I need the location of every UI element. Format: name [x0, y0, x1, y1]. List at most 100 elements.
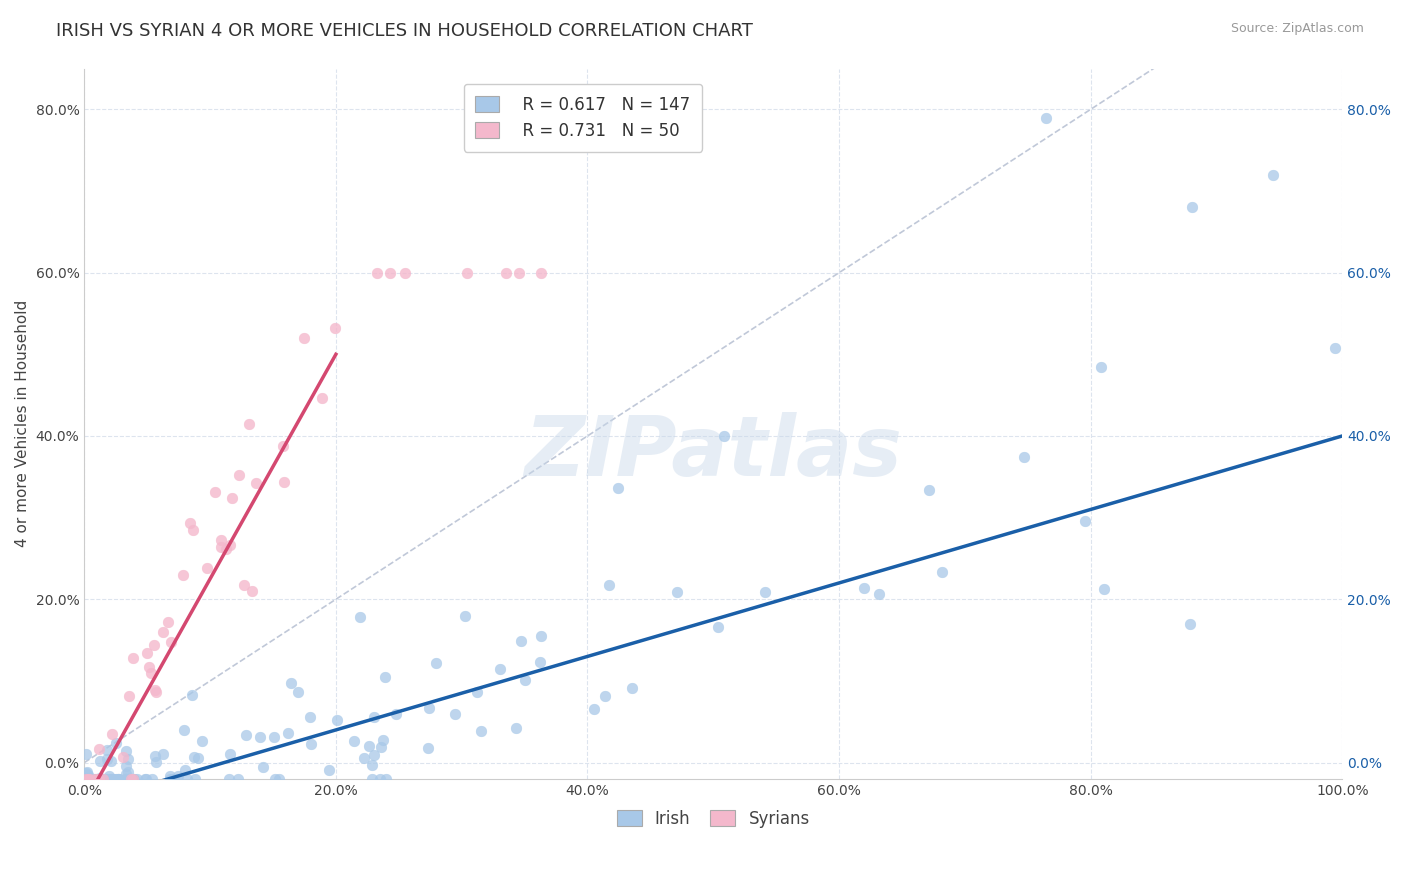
Point — [515, 673, 537, 688]
Point — [204, 485, 226, 500]
Point — [121, 651, 143, 665]
Y-axis label: 4 or more Vehicles in Household: 4 or more Vehicles in Household — [15, 300, 30, 548]
Point — [143, 683, 166, 698]
Point — [115, 759, 138, 773]
Point — [75, 772, 97, 786]
Point — [117, 764, 139, 779]
Point — [263, 730, 285, 744]
Point — [101, 772, 124, 786]
Point — [394, 266, 416, 280]
Point — [318, 763, 340, 777]
Point — [115, 772, 138, 786]
Point — [76, 764, 98, 779]
Point — [89, 771, 111, 785]
Point — [160, 772, 183, 786]
Point — [94, 772, 117, 786]
Text: ZIPatlas: ZIPatlas — [524, 411, 903, 492]
Point — [226, 772, 249, 786]
Point — [221, 491, 243, 505]
Point — [89, 755, 111, 769]
Point — [183, 523, 205, 537]
Point — [79, 772, 101, 786]
Point — [75, 765, 97, 780]
Point — [754, 585, 776, 599]
Point — [100, 755, 122, 769]
Point — [273, 475, 295, 489]
Point — [152, 747, 174, 762]
Point — [121, 772, 143, 786]
Point — [87, 772, 110, 786]
Point — [152, 624, 174, 639]
Point — [75, 772, 97, 786]
Point — [240, 583, 263, 598]
Point — [218, 538, 240, 552]
Point — [470, 724, 492, 739]
Point — [343, 734, 366, 748]
Point — [489, 662, 512, 676]
Point — [853, 582, 876, 596]
Point — [115, 767, 138, 781]
Point — [238, 417, 260, 431]
Point — [75, 772, 97, 786]
Point — [495, 266, 517, 280]
Point — [89, 772, 111, 786]
Point — [323, 321, 346, 335]
Point — [273, 439, 295, 453]
Point — [183, 749, 205, 764]
Point — [299, 737, 322, 751]
Point — [75, 747, 97, 762]
Point — [145, 685, 167, 699]
Point — [135, 646, 157, 660]
Point — [118, 772, 141, 786]
Point — [606, 481, 628, 495]
Point — [118, 772, 141, 786]
Point — [101, 772, 124, 786]
Point — [159, 769, 181, 783]
Point — [115, 744, 138, 758]
Point — [79, 772, 101, 786]
Point — [76, 772, 98, 786]
Point — [172, 568, 194, 582]
Point — [444, 707, 467, 722]
Point — [184, 772, 207, 786]
Point — [292, 331, 315, 345]
Point — [96, 752, 118, 766]
Point — [135, 772, 157, 786]
Point — [125, 772, 148, 786]
Point — [162, 772, 184, 786]
Point — [418, 740, 440, 755]
Point — [595, 689, 617, 703]
Point — [228, 467, 250, 482]
Point — [235, 728, 257, 742]
Point — [114, 772, 136, 786]
Text: IRISH VS SYRIAN 4 OR MORE VEHICLES IN HOUSEHOLD CORRELATION CHART: IRISH VS SYRIAN 4 OR MORE VEHICLES IN HO… — [56, 22, 754, 40]
Point — [173, 723, 195, 738]
Point — [86, 772, 108, 786]
Point — [363, 710, 385, 724]
Point — [87, 742, 110, 756]
Point — [465, 685, 488, 699]
Point — [142, 638, 165, 652]
Point — [418, 701, 440, 715]
Point — [159, 634, 181, 648]
Point — [82, 772, 104, 786]
Point — [530, 266, 553, 280]
Point — [209, 533, 232, 547]
Point — [91, 772, 114, 786]
Point — [1323, 341, 1346, 355]
Point — [245, 475, 267, 490]
Point — [75, 772, 97, 786]
Point — [176, 772, 198, 786]
Point — [510, 633, 533, 648]
Point — [378, 266, 401, 280]
Point — [1261, 168, 1284, 182]
Point — [1012, 450, 1035, 464]
Point — [1035, 111, 1057, 125]
Point — [139, 665, 162, 680]
Point — [325, 713, 347, 727]
Point — [75, 772, 97, 786]
Point — [598, 577, 620, 591]
Point — [134, 772, 156, 786]
Point — [98, 769, 121, 783]
Point — [370, 740, 392, 755]
